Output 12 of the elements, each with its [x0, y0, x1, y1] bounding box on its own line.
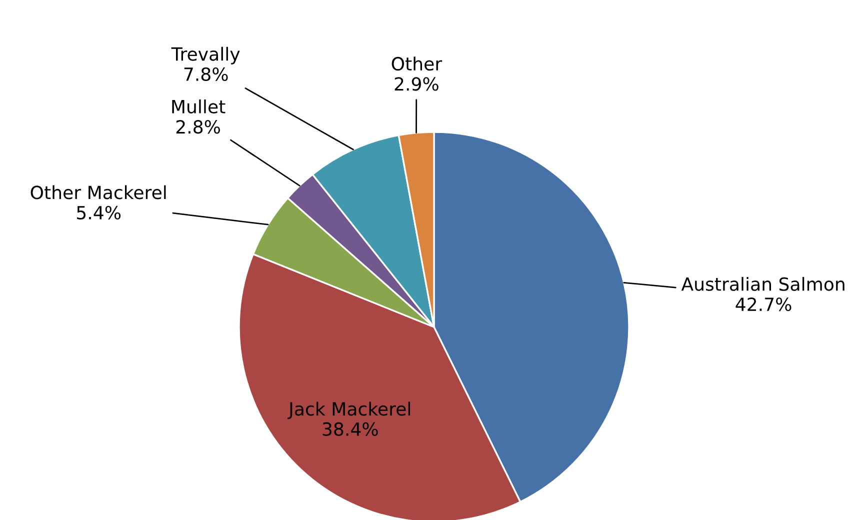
slice-label: Other Mackerel: [30, 185, 166, 200]
slice-label: Mullet: [172, 100, 226, 114]
data-label: 2.9%: [394, 77, 438, 91]
slice-label: Australian Salmon: [681, 276, 844, 291]
data-label: 38.4%: [322, 422, 378, 436]
data-label: 2.8%: [176, 120, 220, 134]
data-label: 7.8%: [184, 67, 228, 82]
data-label: 5.4%: [77, 206, 121, 220]
data-label: 42.7%: [736, 297, 792, 312]
slice-label: Jack Mackerel: [288, 402, 410, 420]
slice-label: Other: [392, 56, 442, 71]
slice-label: Trevally: [171, 46, 240, 64]
